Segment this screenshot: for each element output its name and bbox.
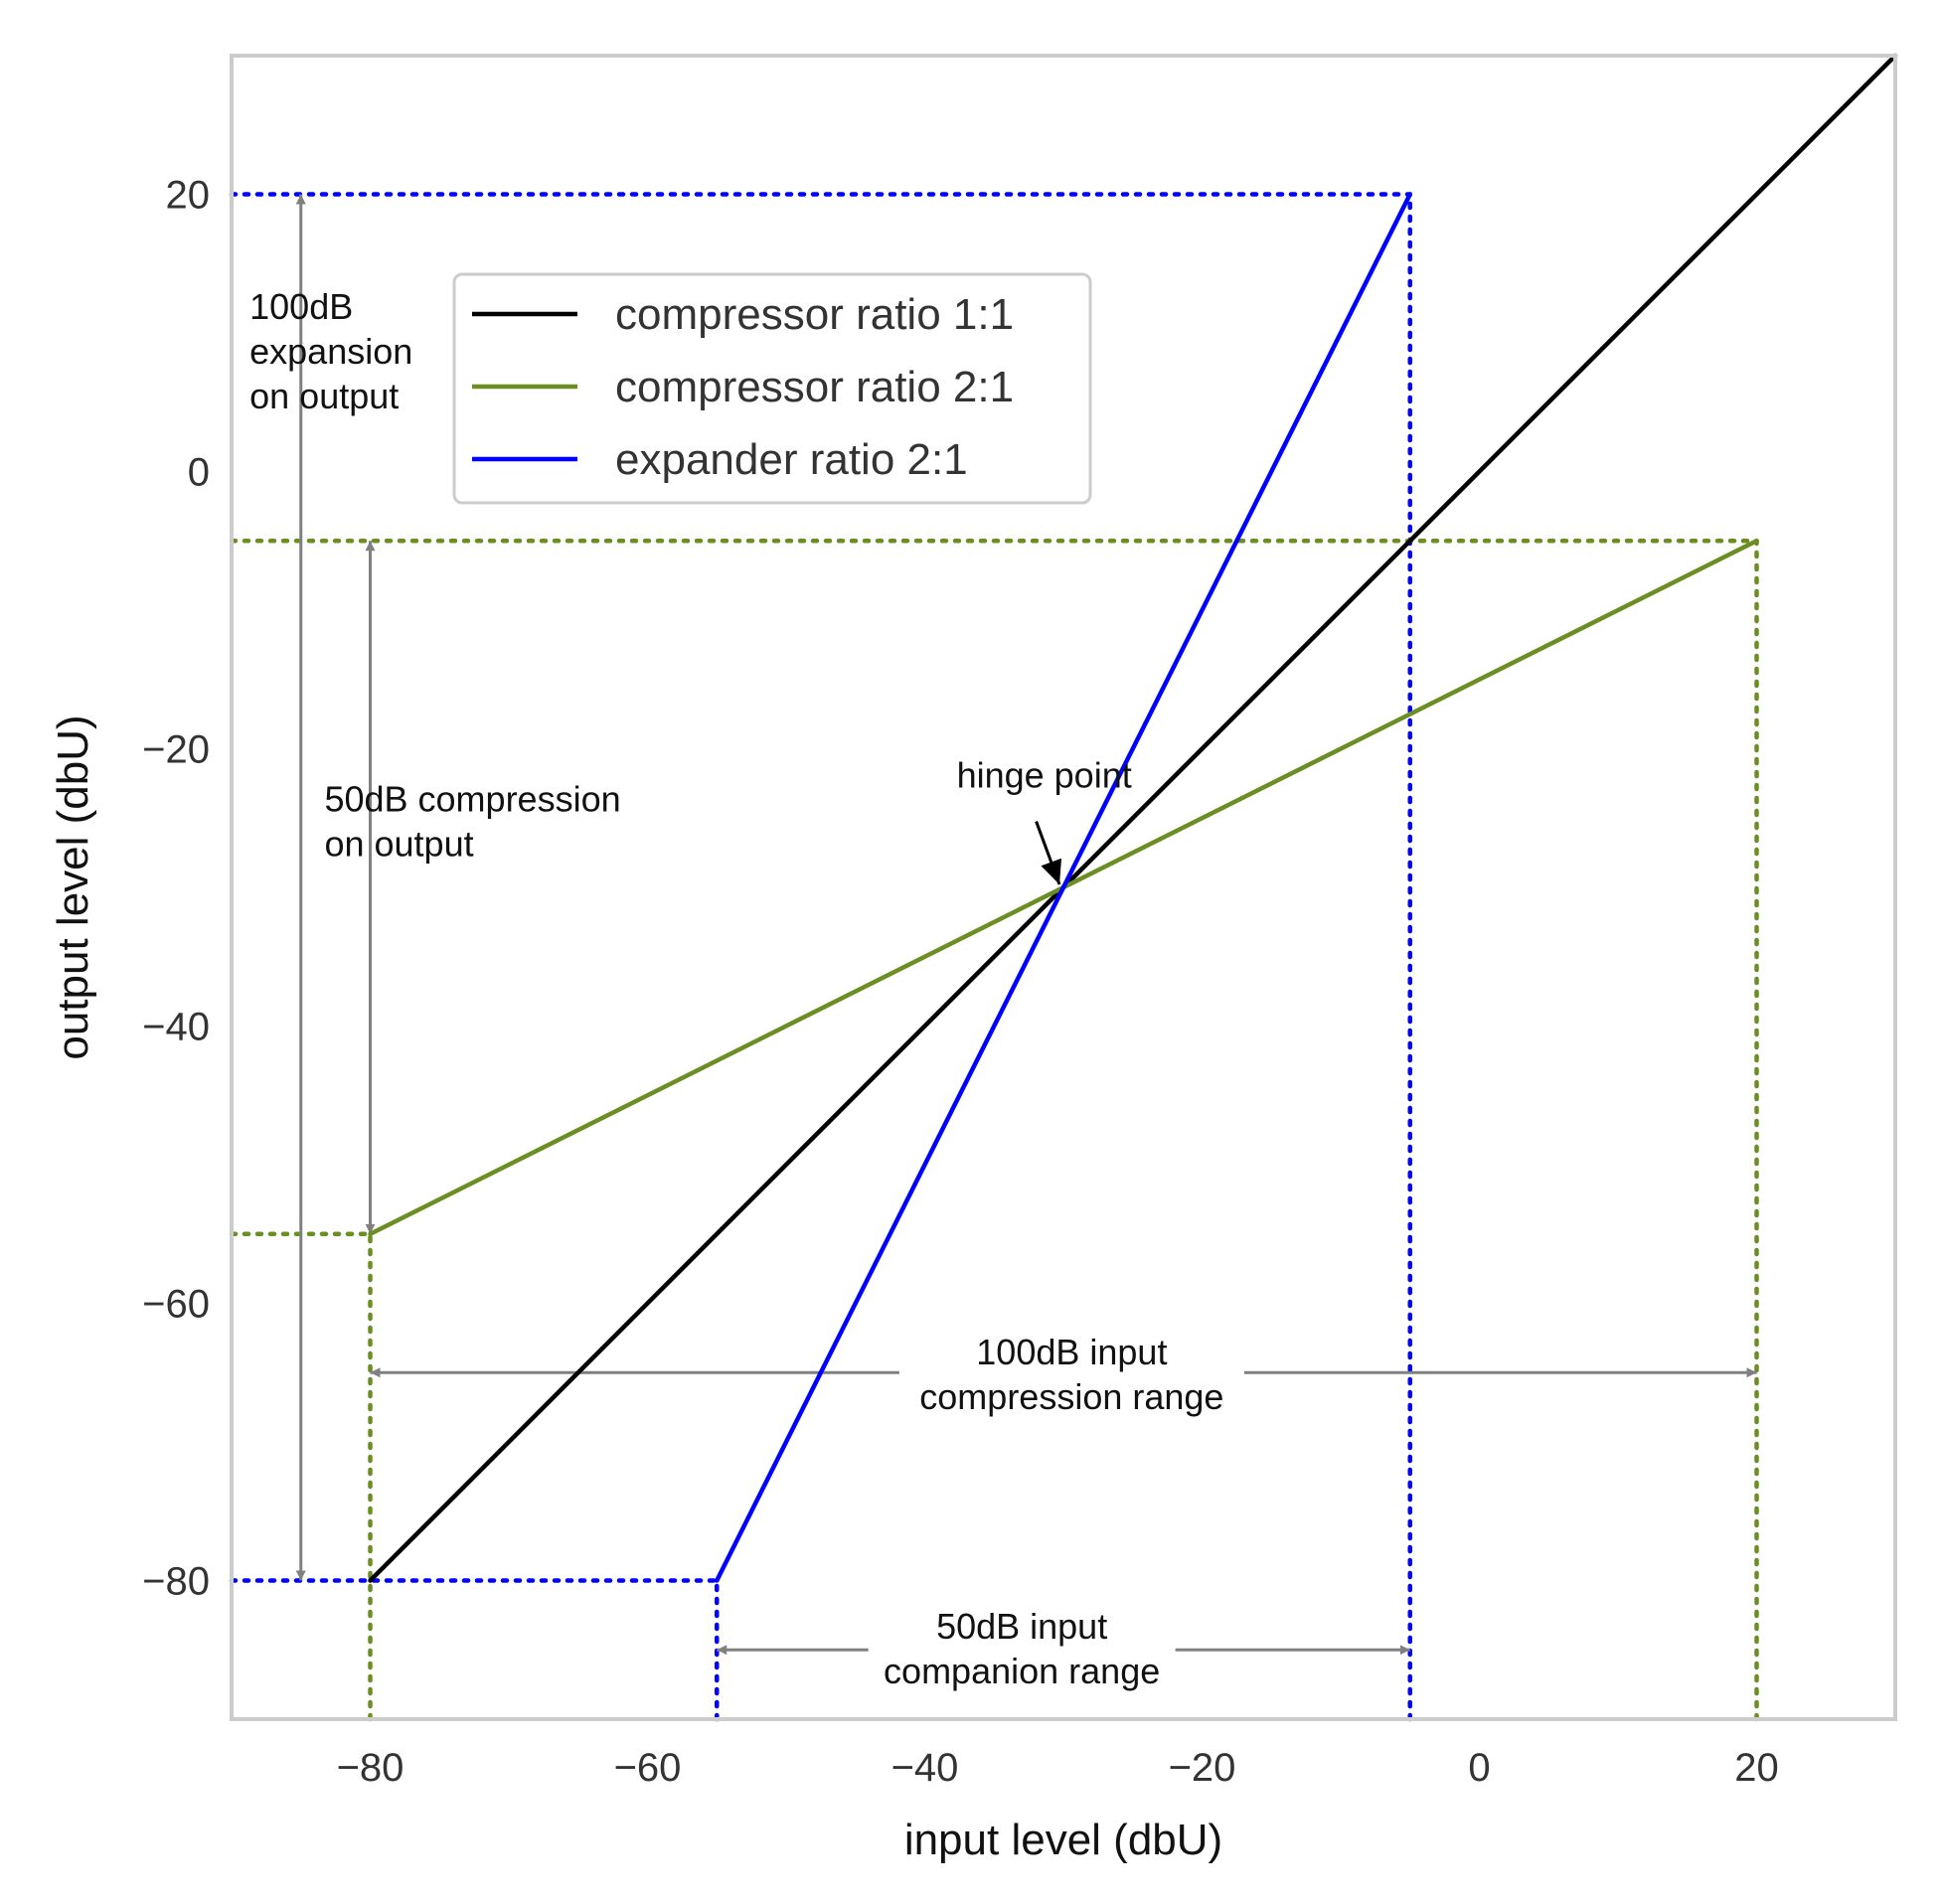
legend: compressor ratio 1:1 compressor ratio 2:1… (452, 272, 1092, 505)
x-tick-label: −40 (891, 1746, 959, 1790)
annotation-3: 100dB input compression range (919, 1332, 1223, 1417)
legend-label-2: expander ratio 2:1 (615, 435, 968, 484)
x-tick-label: −20 (1169, 1746, 1236, 1790)
y-tick-label: −80 (142, 1560, 210, 1604)
series-lines (368, 53, 1898, 1583)
annotation-2: hinge point (957, 755, 1132, 796)
annotation-0-line-1: expansion (249, 331, 412, 372)
x-tick-label: 0 (1468, 1746, 1490, 1790)
x-tick-label: −60 (614, 1746, 682, 1790)
y-tick-label: −60 (142, 1283, 210, 1327)
series-line-0 (368, 53, 1898, 1583)
annotation-1-line-1: on output (324, 823, 473, 864)
plot-frame (230, 54, 1897, 1721)
x-tick-label: −80 (337, 1746, 405, 1790)
series-line-2 (715, 192, 1412, 1583)
annotation-4-line-1: companion range (884, 1651, 1160, 1691)
annotation-0-line-2: on output (249, 376, 399, 416)
annotation-1-line-0: 50dB compression (324, 778, 620, 819)
y-tick-label: 0 (188, 451, 210, 495)
y-tick-label: −40 (142, 1006, 210, 1049)
annotation-1: 50dB compression on output (324, 778, 620, 864)
annotation-4: 50dB input companion range (884, 1606, 1160, 1691)
y-tick-label: −20 (142, 728, 210, 772)
x-tick-label: 20 (1734, 1746, 1779, 1790)
annotation-bg-3 (898, 1320, 1244, 1422)
annotation-bg-4 (868, 1595, 1176, 1697)
annotation-4-line-0: 50dB input (936, 1606, 1107, 1647)
legend-box (452, 272, 1092, 505)
annotation-2-line-0: hinge point (957, 755, 1132, 796)
y-axis-label: output level (dbU) (49, 714, 97, 1059)
annotation-3-line-0: 100dB input (976, 1332, 1167, 1372)
annotation-0: 100dB expansion on output (249, 286, 412, 416)
annotation-3-line-1: compression range (919, 1376, 1223, 1417)
y-tick-label: 20 (166, 174, 211, 218)
legend-label-0: compressor ratio 1:1 (615, 290, 1014, 339)
legend-label-1: compressor ratio 2:1 (615, 363, 1014, 411)
reference-lines (229, 192, 1759, 1722)
annotation-pointer-2 (1035, 821, 1062, 885)
x-axis-label: input level (dbU) (904, 1816, 1222, 1864)
tick-labels: −80 −60 −40 −20 0 20 −80 −60 −40 −20 0 20 (142, 174, 1779, 1791)
annotation-0-line-0: 100dB (249, 286, 353, 327)
